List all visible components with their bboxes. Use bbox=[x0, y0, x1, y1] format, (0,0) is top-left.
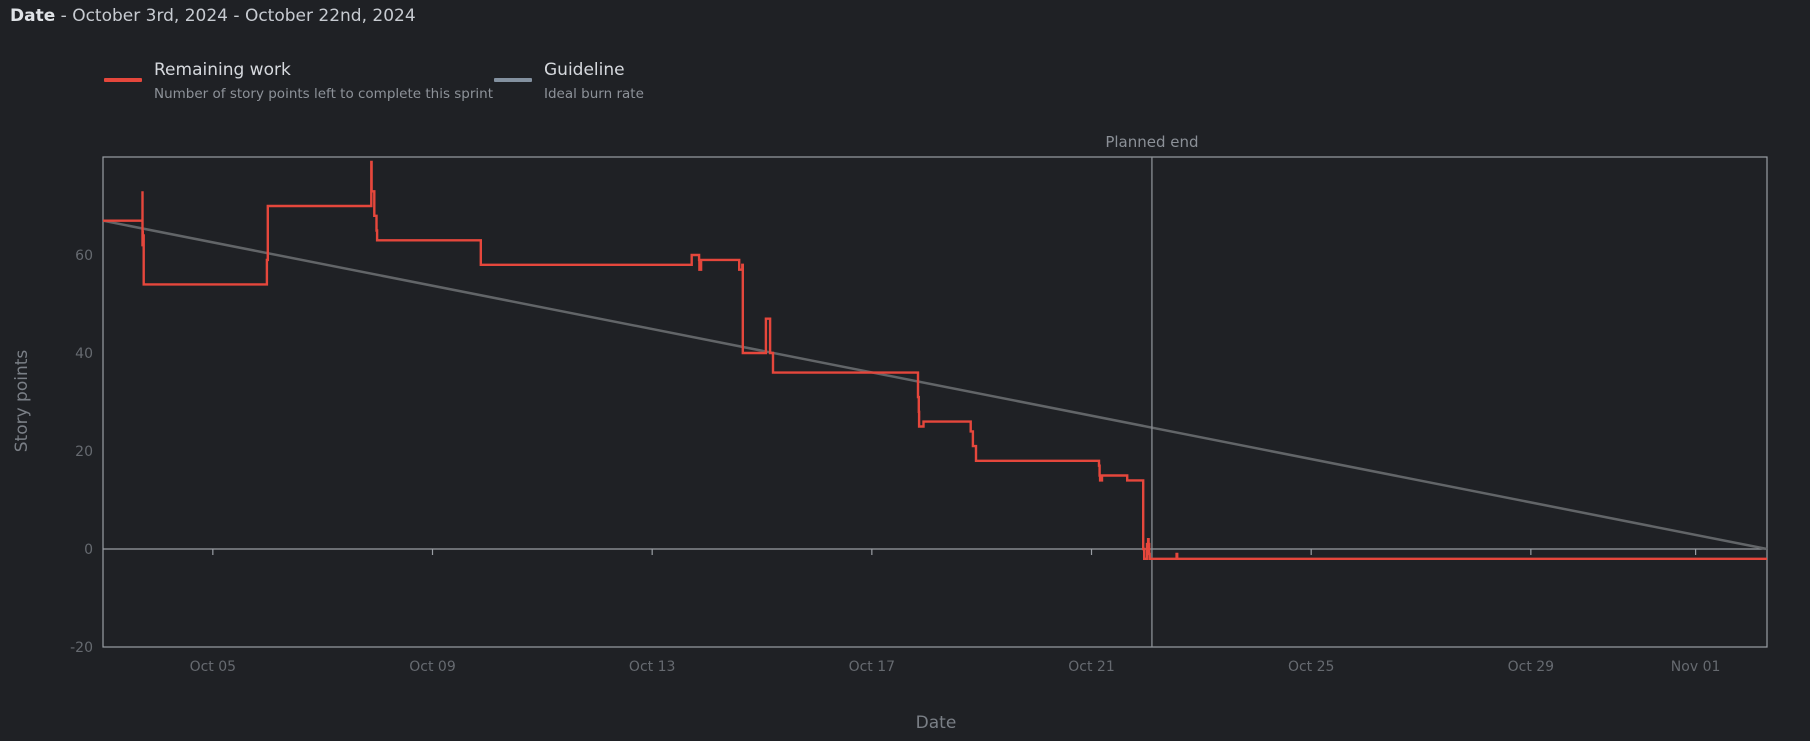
x-tick-label: Nov 01 bbox=[1671, 659, 1721, 675]
y-tick-label: 0 bbox=[84, 542, 93, 558]
planned-end-label: Planned end bbox=[1105, 133, 1198, 151]
y-tick-label: 20 bbox=[75, 444, 93, 460]
legend-desc-remaining-work: Number of story points left to complete … bbox=[154, 86, 494, 102]
legend-desc-guideline: Ideal burn rate bbox=[544, 86, 644, 102]
legend-swatch-guideline bbox=[494, 78, 532, 82]
legend-title-remaining-work: Remaining work bbox=[154, 60, 291, 80]
y-axis-title: Story points bbox=[12, 350, 32, 453]
date-range-value: - October 3rd, 2024 - October 22nd, 2024 bbox=[55, 6, 416, 26]
x-tick-label: Oct 05 bbox=[190, 659, 236, 675]
date-range-header: Date - October 3rd, 2024 - October 22nd,… bbox=[10, 6, 416, 26]
x-tick-label: Oct 09 bbox=[409, 659, 455, 675]
x-tick-label: Oct 13 bbox=[629, 659, 675, 675]
date-range-label: Date bbox=[10, 6, 56, 26]
plot-frame bbox=[102, 156, 1768, 648]
legend-title-guideline: Guideline bbox=[544, 60, 625, 80]
y-tick-label: 40 bbox=[75, 346, 93, 362]
x-tick-label: Oct 21 bbox=[1068, 659, 1114, 675]
x-tick-label: Oct 29 bbox=[1508, 659, 1554, 675]
x-axis-title: Date bbox=[916, 713, 957, 733]
series-remaining-work bbox=[103, 160, 1767, 560]
y-tick-label: -20 bbox=[70, 640, 93, 656]
legend-swatch-remaining-work bbox=[104, 78, 142, 82]
y-tick-label: 60 bbox=[75, 248, 93, 264]
x-tick-label: Oct 17 bbox=[849, 659, 895, 675]
series-guideline bbox=[102, 219, 1768, 551]
x-tick-label: Oct 25 bbox=[1288, 659, 1334, 675]
